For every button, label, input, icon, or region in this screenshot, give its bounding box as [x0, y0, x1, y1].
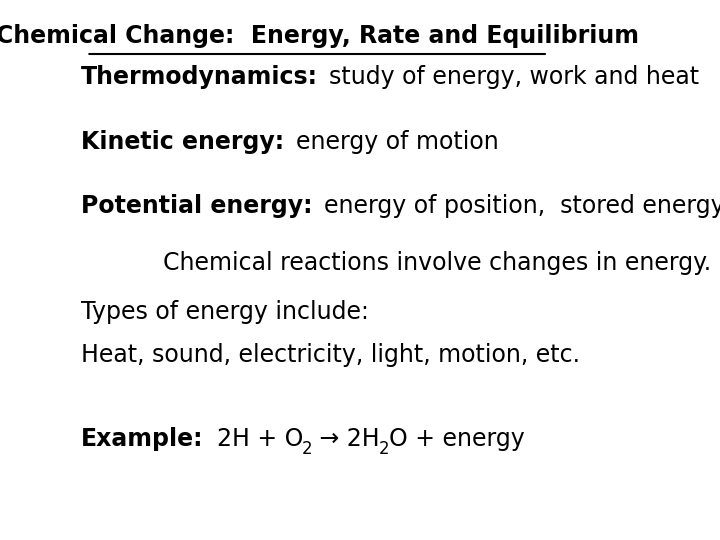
Text: 2: 2 [302, 440, 312, 458]
Text: Thermodynamics:: Thermodynamics: [81, 65, 318, 89]
Text: Potential energy:: Potential energy: [81, 194, 312, 218]
Text: Chemical Change:  Energy, Rate and Equilibrium: Chemical Change: Energy, Rate and Equili… [0, 24, 639, 48]
Text: Example:: Example: [81, 427, 204, 450]
Text: 2: 2 [378, 440, 389, 458]
Text: Types of energy include:: Types of energy include: [81, 300, 369, 323]
Text: energy of motion: energy of motion [281, 130, 499, 153]
Text: Heat, sound, electricity, light, motion, etc.: Heat, sound, electricity, light, motion,… [81, 343, 580, 367]
Text: → 2H: → 2H [312, 427, 379, 450]
Text: Kinetic energy:: Kinetic energy: [81, 130, 284, 153]
Text: study of energy, work and heat: study of energy, work and heat [314, 65, 699, 89]
Text: Chemical reactions involve changes in energy.: Chemical reactions involve changes in en… [163, 251, 711, 275]
Text: O + energy: O + energy [389, 427, 524, 450]
Text: energy of position,  stored energy: energy of position, stored energy [309, 194, 720, 218]
Text: 2H + O: 2H + O [202, 427, 303, 450]
